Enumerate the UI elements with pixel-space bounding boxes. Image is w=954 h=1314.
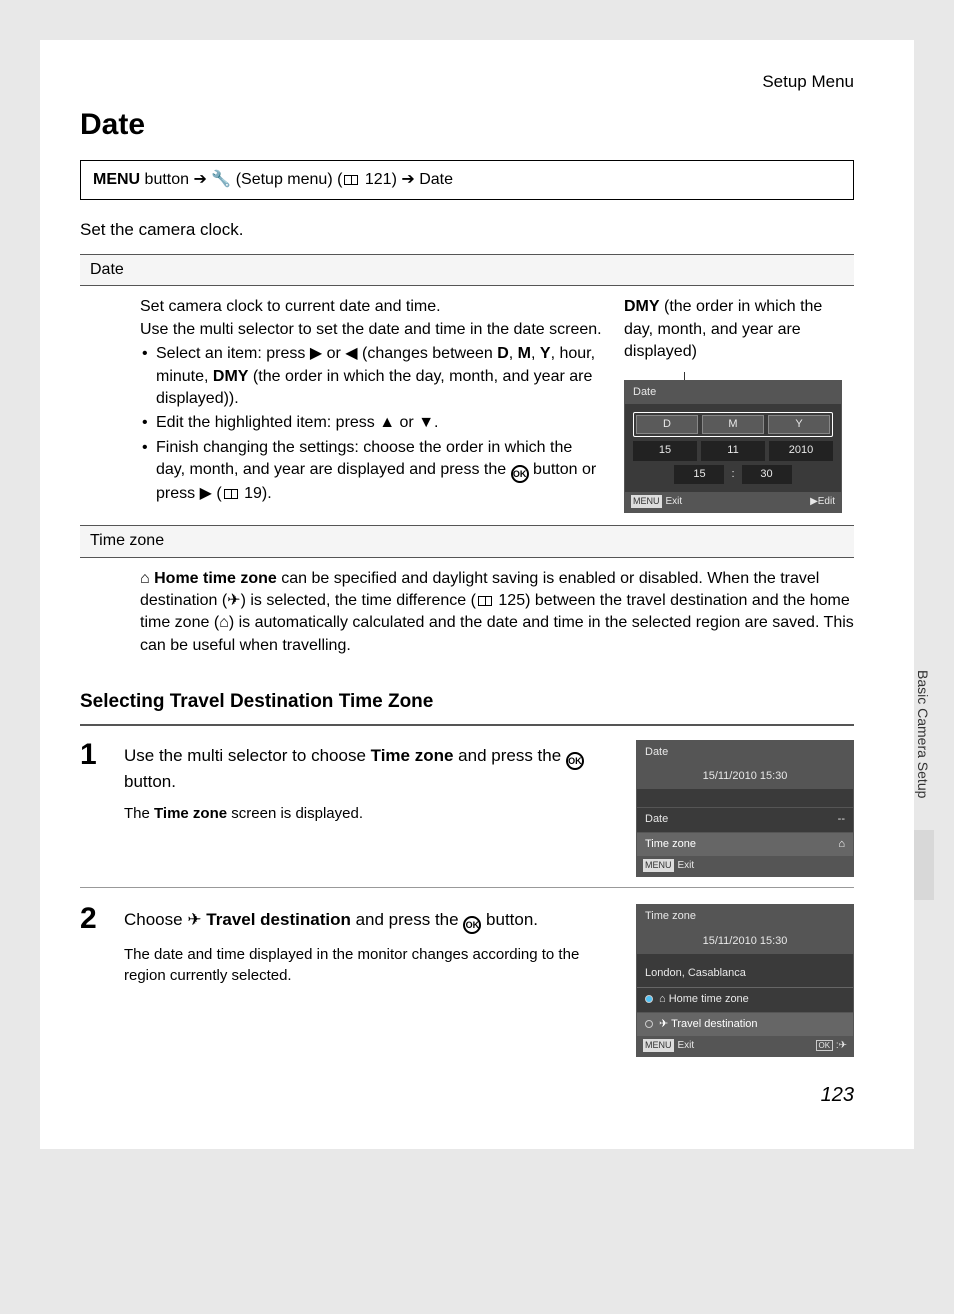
menu-tag-icon: MENU <box>631 495 662 508</box>
home-icon: ⌂ <box>219 614 229 631</box>
timezone-section-body: ⌂ Home time zone can be specified and da… <box>80 558 854 670</box>
ok-icon: OK <box>511 465 529 483</box>
nav-path-box: MENU button ➔ 🔧 (Setup menu) ( 121) ➔ Da… <box>80 160 854 200</box>
dmy-value-row: 15 11 2010 <box>633 441 833 460</box>
menu-label: MENU <box>93 171 140 188</box>
subheading: Selecting Travel Destination Time Zone <box>80 689 854 716</box>
bullet-item: Edit the highlighted item: press ▲ or ▼. <box>140 412 604 434</box>
menu-tag-icon: MENU <box>643 859 674 872</box>
step-number: 2 <box>80 904 106 1057</box>
time-row: 15 : 30 <box>633 465 833 484</box>
radio-off-icon <box>645 1020 653 1028</box>
page-number: 123 <box>80 1081 854 1109</box>
plane-icon: ✈ <box>659 1018 671 1030</box>
book-icon <box>344 175 358 185</box>
edit-icon: ▶Edit <box>810 495 835 509</box>
plane-icon: ✈ <box>187 910 201 929</box>
book-icon <box>224 489 238 499</box>
lcd-travel-screen: Time zone 15/11/2010 15:30 London, Casab… <box>636 904 854 1057</box>
lcd-timezone-menu: Date 15/11/2010 15:30 Date-- Time zone⌂ … <box>636 740 854 878</box>
bullet-item: Finish changing the settings: choose the… <box>140 437 604 506</box>
date-lcd-column: DMY (the order in which the day, month, … <box>624 296 854 513</box>
breadcrumb: Setup Menu <box>80 70 854 94</box>
home-icon: ⌂ <box>140 570 154 587</box>
intro-text: Set the camera clock. <box>80 218 854 242</box>
timezone-section-header: Time zone <box>80 525 854 557</box>
book-icon <box>478 596 492 606</box>
page-title: Date <box>80 104 854 146</box>
home-icon: ⌂ <box>659 993 669 1005</box>
date-section-header: Date <box>80 254 854 286</box>
dmy-caption: DMY (the order in which the day, month, … <box>624 296 854 363</box>
side-tab-block <box>914 830 934 900</box>
ok-icon: OK <box>463 916 481 934</box>
pointer-line <box>684 372 854 380</box>
bullet-item: Select an item: press ▶ or ◀ (changes be… <box>140 343 604 410</box>
step-1: 1 Use the multi selector to choose Time … <box>80 740 854 878</box>
date-section-body: Set camera clock to current date and tim… <box>80 286 854 525</box>
radio-on-icon <box>645 995 653 1003</box>
menu-tag-icon: MENU <box>643 1039 674 1052</box>
plane-icon: ✈ <box>227 592 240 609</box>
ok-icon: OK <box>566 752 584 770</box>
divider <box>80 724 854 726</box>
step-number: 1 <box>80 740 106 878</box>
date-text-column: Set camera clock to current date and tim… <box>140 296 604 513</box>
lcd-date-screen: Date D M Y 15 11 2010 15 <box>624 380 842 514</box>
side-tab-label: Basic Camera Setup <box>910 660 934 808</box>
ok-plane-icon: OK :✈ <box>816 1039 848 1053</box>
manual-page: Setup Menu Date MENU button ➔ 🔧 (Setup m… <box>40 40 914 1149</box>
step-2: 2 Choose ✈ Travel destination and press … <box>80 904 854 1057</box>
wrench-icon: 🔧 <box>211 171 231 188</box>
divider <box>80 887 854 888</box>
dmy-header-row: D M Y <box>633 412 833 437</box>
home-icon: ⌂ <box>838 837 845 852</box>
